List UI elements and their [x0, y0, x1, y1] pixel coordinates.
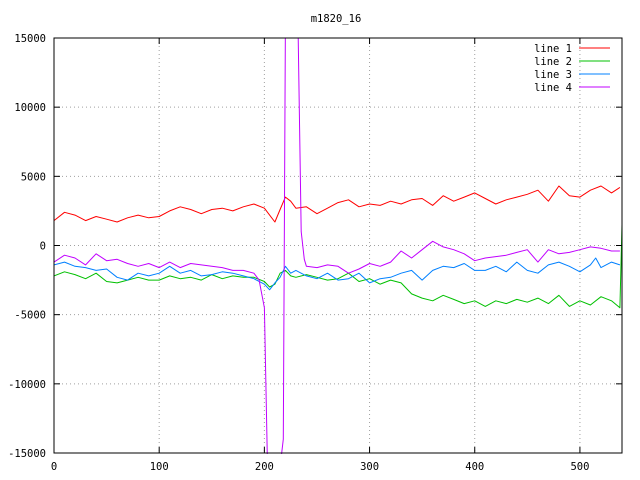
- x-tick-label: 300: [360, 461, 379, 473]
- legend-label: line 4: [534, 82, 572, 94]
- series-layer: [54, 38, 622, 454]
- series-line-2: [54, 224, 622, 309]
- x-tick-label: 100: [150, 461, 169, 473]
- legend-label: line 3: [534, 69, 572, 81]
- y-tick-label: 10000: [14, 102, 46, 114]
- x-tick-label: 500: [570, 461, 589, 473]
- x-tick-label: 200: [255, 461, 274, 473]
- axis-ticks: 0 100 200 300 400 500 -15000 -10000 -5000 0 5000 10…: [8, 33, 622, 473]
- series-line-1: [54, 185, 621, 223]
- grid: [54, 38, 622, 453]
- y-tick-label: 15000: [14, 33, 46, 45]
- y-tick-label: -5000: [14, 310, 46, 322]
- series-line-3: [54, 257, 621, 291]
- x-tick-label: 400: [465, 461, 484, 473]
- y-tick-label: -15000: [8, 448, 46, 460]
- chart-title: m1820_16: [311, 13, 362, 25]
- y-tick-label: 5000: [21, 171, 46, 183]
- y-tick-label: -10000: [8, 379, 46, 391]
- x-tick-label: 0: [51, 461, 57, 473]
- y-tick-label: 0: [40, 241, 46, 253]
- legend-label: line 1: [534, 43, 572, 55]
- legend-label: line 2: [534, 56, 572, 68]
- series-line-4: [54, 38, 620, 454]
